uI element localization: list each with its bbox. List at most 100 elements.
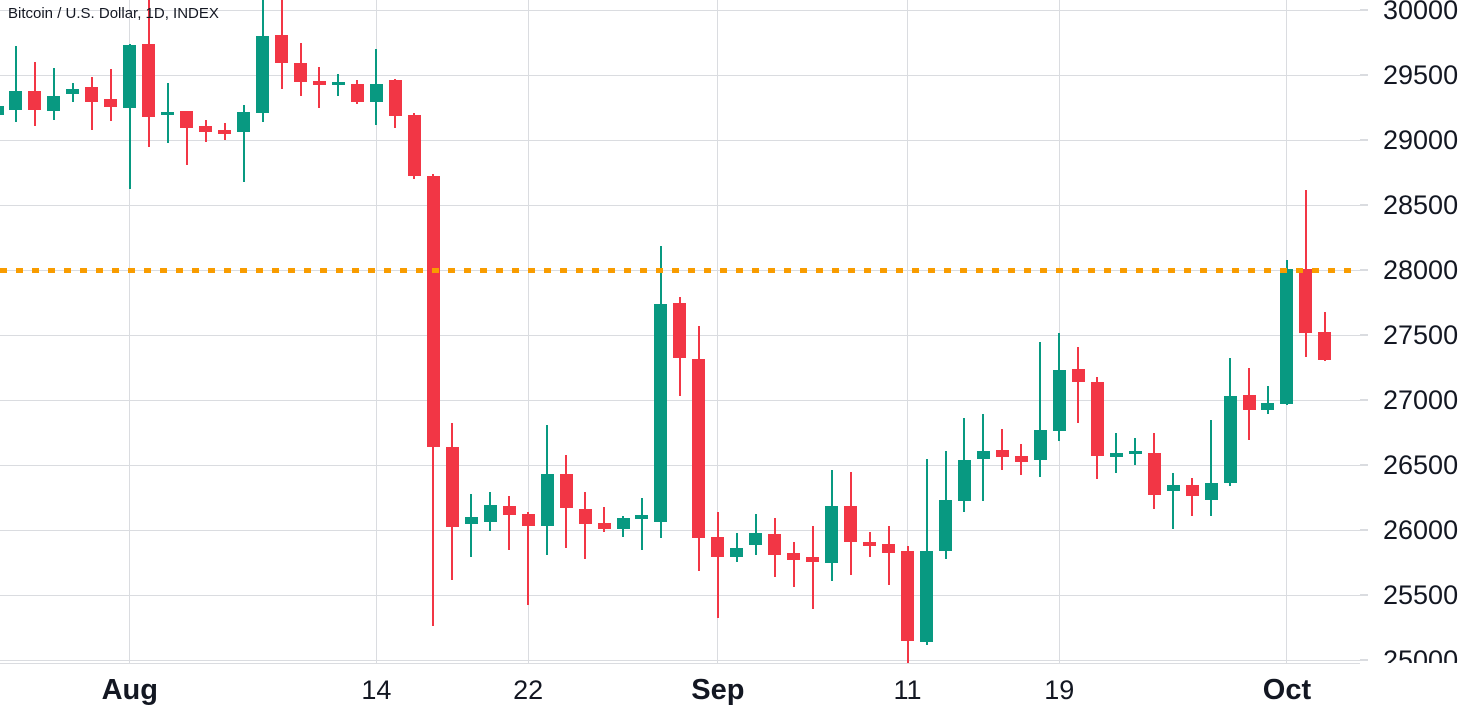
candle-body [540, 474, 554, 527]
gridline-horizontal [0, 399, 1360, 401]
candle-body [218, 130, 232, 134]
x-axis-label: Aug [101, 674, 158, 706]
y-axis-label: 29000 [1383, 125, 1459, 155]
candle-body [1166, 484, 1180, 491]
candle-body [28, 90, 42, 111]
candle-body [199, 125, 213, 132]
candle-body [1147, 452, 1161, 495]
candle-body [1204, 482, 1218, 501]
price-axis[interactable]: 30000 29500 29000 28500 28000 27500 27000 26500… [1360, 0, 1464, 715]
candle-body [806, 557, 820, 563]
y-axis-label: 28500 [1383, 190, 1459, 220]
x-axis-label: Sep [691, 674, 745, 706]
candle-body [350, 84, 364, 102]
candle-body [407, 115, 421, 176]
x-axis-label: 14 [361, 675, 392, 705]
y-axis-tick [1360, 659, 1368, 661]
candle-wick [14, 46, 17, 122]
candle-body [1223, 396, 1237, 483]
gridline-horizontal [0, 464, 1360, 466]
candle-wick [735, 532, 738, 562]
candle-body [464, 517, 478, 525]
gridline-vertical [717, 0, 719, 663]
candle-wick [603, 506, 606, 532]
candle-body [976, 450, 990, 460]
candle-body [0, 106, 4, 116]
candle-body [521, 513, 535, 527]
y-axis-tick [1360, 9, 1368, 11]
candle-body [654, 303, 668, 523]
y-axis-label: 29500 [1383, 60, 1459, 90]
candle-body [237, 112, 251, 132]
gridline-horizontal [0, 9, 1360, 11]
price-level-line [0, 267, 1360, 273]
candle-body [1071, 369, 1085, 382]
candle-body [1052, 370, 1066, 431]
gridline-horizontal [0, 204, 1360, 206]
candle-wick [1210, 419, 1213, 516]
y-axis-tick [1360, 204, 1368, 206]
candle-wick [1001, 429, 1004, 470]
x-axis-label: Oct [1262, 674, 1312, 706]
candle-wick [109, 68, 112, 122]
candle-body [920, 550, 934, 642]
candle-body [1261, 403, 1275, 411]
y-axis-tick [1360, 529, 1368, 531]
y-axis-label: 26000 [1383, 515, 1459, 545]
candle-body [1128, 450, 1142, 454]
candle-wick [318, 66, 321, 109]
x-axis-label: 19 [1044, 675, 1075, 705]
candle-body [844, 505, 858, 543]
candle-body [711, 536, 725, 557]
candle-wick [887, 526, 890, 586]
y-axis-tick [1360, 139, 1368, 141]
candle-wick [128, 44, 131, 190]
candle-body [673, 303, 687, 359]
candle-body [85, 87, 99, 102]
y-axis-label: 25500 [1383, 580, 1459, 610]
candle-body [578, 508, 592, 525]
candle-body [825, 505, 839, 563]
candle-body [275, 34, 289, 63]
candle-body [616, 517, 630, 530]
candle-body [787, 553, 801, 560]
candle-body [1280, 268, 1294, 404]
candle-wick [90, 76, 93, 131]
candle-wick [52, 67, 55, 120]
candle-wick [1077, 347, 1080, 423]
candle-body [104, 99, 118, 108]
candle-body [597, 522, 611, 530]
candle-body [1109, 452, 1123, 457]
gridline-vertical [527, 0, 529, 663]
candle-wick [527, 512, 530, 605]
gridline-horizontal [0, 529, 1360, 531]
y-axis-tick [1360, 399, 1368, 401]
axis-separator-line [0, 663, 1360, 664]
gridline-vertical [375, 0, 377, 663]
y-axis-tick [1360, 334, 1368, 336]
candle-body [768, 533, 782, 555]
y-axis-tick [1360, 74, 1368, 76]
candle-body [142, 44, 156, 117]
candle-wick [1266, 386, 1269, 415]
candle-body [502, 505, 516, 516]
candle-wick [1115, 432, 1118, 473]
candle-body [369, 84, 383, 102]
candle-wick [337, 73, 340, 97]
candle-wick [185, 110, 188, 165]
time-axis[interactable]: Aug 14 22 Sep 11 19 Oct [0, 663, 1464, 715]
y-axis-label: 27500 [1383, 320, 1459, 350]
candle-wick [640, 498, 643, 551]
candle-body [123, 45, 137, 109]
candle-wick [508, 496, 511, 551]
gridline-vertical [129, 0, 131, 663]
chart-plot-area[interactable] [0, 0, 1360, 663]
candle-body [312, 80, 326, 85]
candle-body [863, 541, 877, 547]
y-axis-label: 27000 [1383, 385, 1459, 415]
candle-body [730, 548, 744, 558]
candle-wick [1191, 478, 1194, 517]
y-axis-label: 28000 [1383, 255, 1459, 285]
candle-wick [716, 512, 719, 619]
